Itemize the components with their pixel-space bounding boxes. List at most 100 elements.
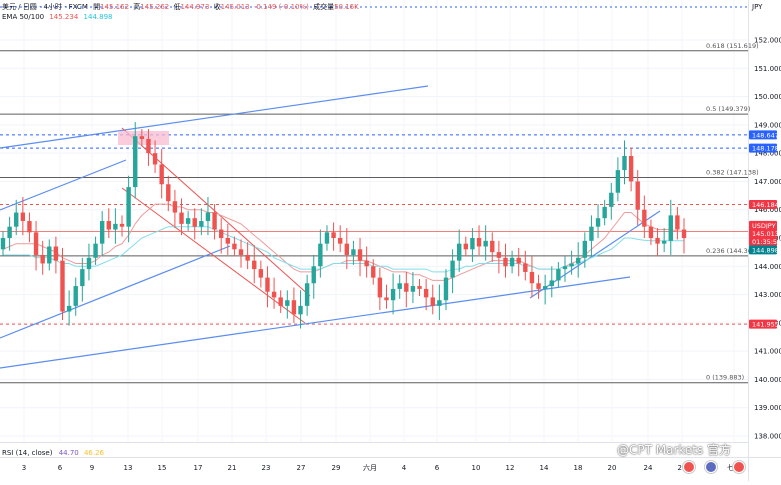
candle[interactable] [661, 228, 667, 253]
candle[interactable] [562, 256, 568, 282]
candle[interactable] [595, 204, 601, 238]
candle[interactable] [331, 222, 336, 251]
candle[interactable] [635, 170, 640, 226]
candle[interactable] [509, 250, 515, 274]
rsi-legend[interactable]: RSI (14, close) 44.70 46.26 [2, 449, 104, 457]
candle[interactable] [483, 225, 488, 261]
event-flag-icon[interactable] [705, 461, 717, 473]
candle[interactable] [337, 225, 343, 253]
candle[interactable] [589, 215, 594, 257]
candle[interactable] [523, 250, 528, 281]
candle[interactable] [437, 284, 442, 321]
candle[interactable] [205, 196, 211, 236]
candle[interactable] [166, 175, 171, 212]
candle[interactable] [351, 240, 356, 265]
candle[interactable] [93, 236, 98, 265]
candle[interactable] [390, 273, 396, 315]
candle[interactable] [675, 206, 680, 240]
candle[interactable] [384, 284, 389, 309]
candle[interactable] [106, 208, 111, 238]
candle[interactable] [655, 228, 660, 257]
candle[interactable] [615, 157, 621, 202]
candle[interactable] [377, 267, 383, 311]
candle[interactable] [450, 249, 455, 294]
candle[interactable] [40, 240, 45, 275]
candle[interactable] [278, 290, 283, 313]
candle[interactable] [33, 221, 39, 271]
candle[interactable] [496, 240, 502, 274]
candle[interactable] [648, 219, 654, 246]
candle[interactable] [364, 246, 369, 278]
candle[interactable] [99, 211, 105, 257]
channel-mid-trendline[interactable] [0, 159, 127, 211]
candle[interactable] [185, 211, 191, 231]
candle[interactable] [549, 266, 554, 298]
candle[interactable] [73, 277, 78, 316]
candle[interactable] [27, 212, 32, 243]
candle[interactable] [516, 247, 521, 277]
candle[interactable] [66, 290, 72, 326]
candle[interactable] [172, 189, 178, 229]
candle[interactable] [265, 266, 270, 308]
candle[interactable] [271, 277, 277, 309]
candle[interactable] [602, 199, 607, 226]
candle[interactable] [113, 208, 118, 244]
candle[interactable] [609, 182, 614, 220]
candle[interactable] [159, 148, 164, 199]
candle[interactable] [232, 236, 237, 257]
candle[interactable] [542, 274, 548, 305]
candle[interactable] [410, 271, 416, 304]
candle[interactable] [199, 208, 204, 236]
symbol-title[interactable]: 美元 / 日圆 · 4小时 · FXCM [2, 3, 88, 11]
channel-upper-trendline[interactable] [0, 85, 429, 149]
candle[interactable] [324, 225, 330, 251]
candle[interactable] [536, 274, 541, 299]
candle[interactable] [476, 225, 482, 255]
candle[interactable] [252, 245, 257, 284]
candle[interactable] [371, 259, 376, 285]
candle[interactable] [622, 140, 627, 185]
candle[interactable] [417, 279, 422, 296]
candle[interactable] [60, 247, 65, 321]
candle[interactable] [47, 239, 52, 271]
candle[interactable] [628, 147, 634, 192]
candle[interactable] [146, 129, 151, 166]
candle[interactable] [218, 218, 224, 254]
candle[interactable] [304, 274, 310, 316]
candle[interactable] [443, 269, 449, 311]
candle[interactable] [470, 228, 475, 263]
candle[interactable] [245, 242, 250, 270]
candle[interactable] [20, 196, 26, 236]
candle[interactable] [258, 260, 264, 288]
candle[interactable] [357, 238, 363, 277]
candle[interactable] [569, 250, 574, 275]
candle[interactable] [490, 232, 495, 263]
candle[interactable] [503, 243, 508, 278]
candle[interactable] [298, 290, 303, 329]
candle[interactable] [86, 243, 92, 281]
candle[interactable] [192, 208, 197, 240]
candle[interactable] [556, 262, 561, 288]
price-axis[interactable]: 152.000 151.000 150.000 149.000 148.000 147.0… [754, 37, 781, 441]
channel-lower-trendline[interactable] [0, 245, 231, 339]
candle[interactable] [80, 257, 85, 302]
candle[interactable] [529, 256, 535, 298]
candle[interactable] [404, 271, 409, 308]
candle[interactable] [7, 216, 12, 251]
candle[interactable] [212, 204, 217, 240]
ema100-line[interactable] [3, 226, 684, 273]
ema-legend[interactable]: EMA 50/100 145.234 144.898 [2, 13, 112, 21]
candle[interactable] [139, 129, 145, 147]
candle[interactable] [642, 195, 647, 238]
candle[interactable] [119, 215, 125, 237]
candle[interactable] [344, 228, 350, 270]
candle[interactable] [225, 223, 230, 255]
candle[interactable] [668, 199, 673, 255]
candle[interactable] [311, 254, 316, 299]
candle[interactable] [179, 198, 184, 236]
candle[interactable] [318, 229, 323, 278]
candle[interactable] [14, 199, 19, 236]
candle[interactable] [582, 232, 588, 268]
candle[interactable] [397, 274, 402, 299]
